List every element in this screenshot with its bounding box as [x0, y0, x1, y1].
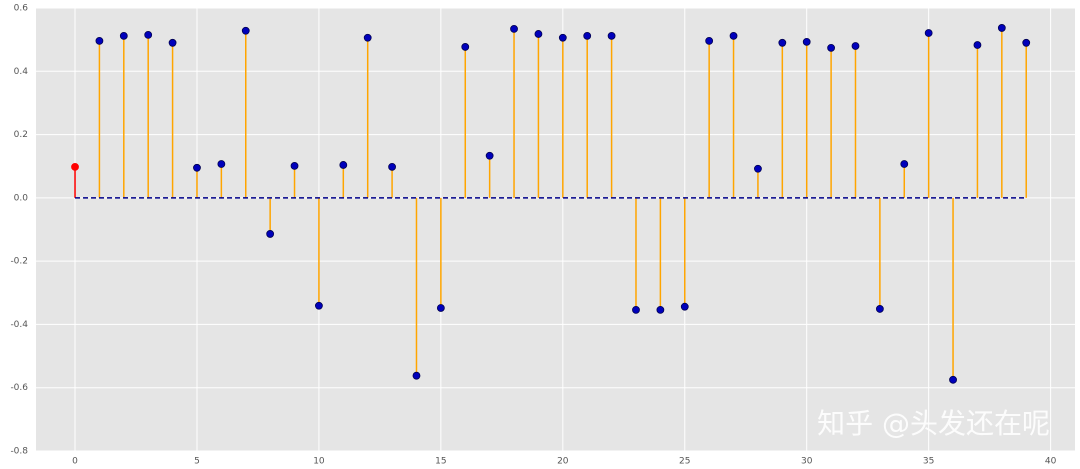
marker: [461, 43, 470, 51]
x-tick-label: 15: [435, 457, 446, 467]
marker: [95, 37, 104, 45]
y-tick-label: 0.4: [14, 67, 29, 77]
y-tick-label: -0.8: [10, 447, 28, 457]
y-tick-label: -0.4: [10, 320, 28, 330]
marker: [900, 160, 909, 168]
marker: [802, 37, 811, 46]
y-tick-label: -0.6: [10, 383, 28, 393]
marker: [144, 30, 153, 39]
x-tick-label: 40: [1045, 457, 1057, 467]
marker: [388, 162, 396, 171]
marker: [997, 24, 1006, 32]
marker: [778, 38, 787, 47]
marker: [827, 43, 836, 52]
marker: [680, 302, 689, 311]
marker: [485, 151, 494, 160]
marker: [510, 24, 518, 33]
marker: [851, 42, 860, 50]
marker: [583, 31, 592, 40]
marker: [607, 31, 616, 40]
x-tick-label: 0: [72, 457, 78, 467]
marker: [217, 160, 226, 168]
marker: [973, 41, 982, 49]
marker: [290, 161, 299, 170]
marker: [119, 31, 128, 40]
marker: [436, 304, 445, 312]
marker: [924, 29, 933, 37]
marker: [632, 305, 640, 314]
marker: [534, 30, 543, 38]
marker: [363, 33, 372, 42]
marker: [656, 305, 665, 314]
y-tick-label: 0.2: [14, 130, 28, 140]
x-tick-label: 30: [801, 457, 813, 467]
marker: [729, 31, 738, 40]
x-tick-label: 25: [679, 457, 690, 467]
y-tick-label: -0.2: [10, 257, 28, 267]
plot-area: [36, 8, 1075, 451]
marker: [339, 161, 348, 169]
x-tick-label: 20: [557, 457, 569, 467]
marker: [71, 162, 79, 171]
marker: [949, 375, 957, 384]
x-tick-label: 35: [923, 457, 934, 467]
marker: [266, 230, 275, 238]
marker: [558, 33, 567, 42]
x-tick-label: 5: [194, 457, 200, 467]
x-tick-label: 10: [313, 457, 325, 467]
marker: [315, 301, 323, 310]
marker: [1022, 38, 1031, 47]
watermark: 知乎 @头发还在呢: [817, 407, 1050, 440]
marker: [241, 26, 250, 35]
marker: [705, 37, 714, 45]
marker: [193, 163, 201, 172]
marker: [412, 371, 421, 380]
marker: [168, 38, 177, 47]
marker: [754, 164, 762, 173]
marker: [875, 305, 884, 313]
y-tick-label: 0.0: [14, 193, 29, 203]
y-tick-label: 0.6: [14, 4, 29, 14]
